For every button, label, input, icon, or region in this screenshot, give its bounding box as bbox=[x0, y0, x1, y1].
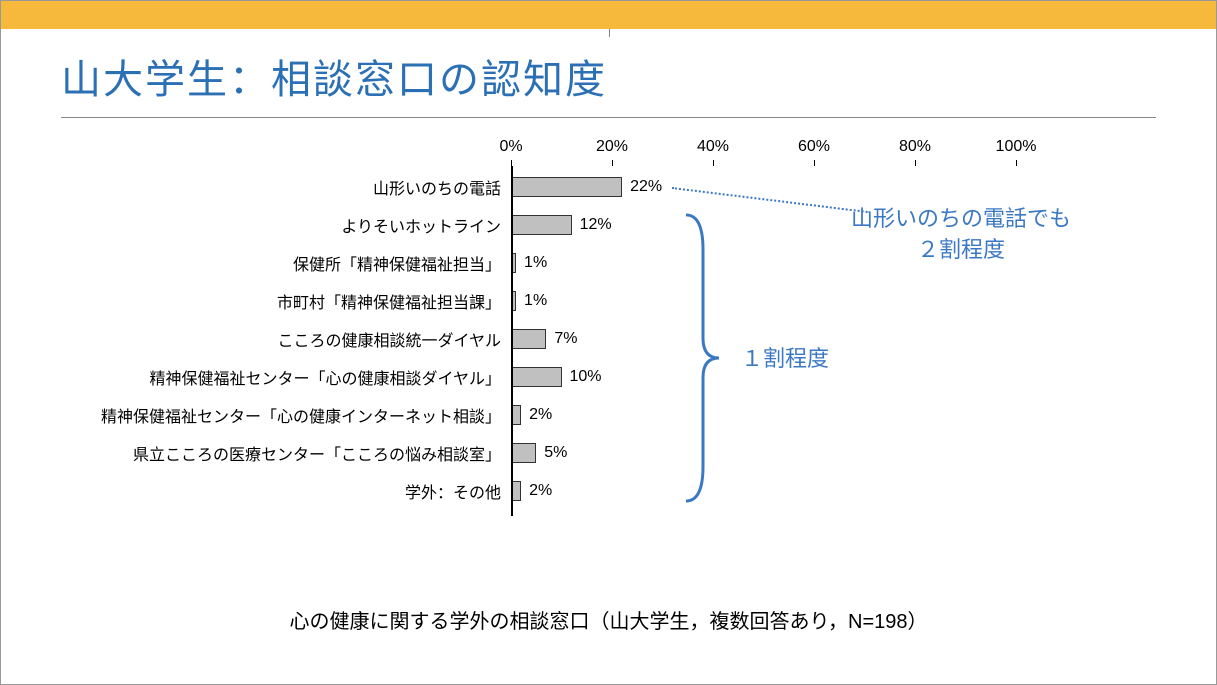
bar-value-label: 22% bbox=[630, 178, 662, 196]
x-tick-mark bbox=[1016, 160, 1017, 166]
top-tick-mark bbox=[609, 29, 610, 37]
x-tick-label: 60% bbox=[798, 138, 830, 156]
header-band bbox=[1, 1, 1216, 29]
x-tick-label: 40% bbox=[697, 138, 729, 156]
bar-row: 保健所「精神保健福祉担当」 1% bbox=[61, 244, 622, 282]
annotation-mid: １割程度 bbox=[741, 344, 829, 375]
bar-category-label: 市町村「精神保健福祉担当課」 bbox=[61, 289, 511, 313]
bar-value-label: 2% bbox=[529, 406, 552, 424]
title-rule bbox=[61, 117, 1156, 118]
bar-rect bbox=[511, 215, 572, 235]
x-tick-label: 20% bbox=[596, 138, 628, 156]
x-tick-mark bbox=[915, 160, 916, 166]
bar-row: こころの健康相談統一ダイヤル7% bbox=[61, 320, 622, 358]
footnote: 心の健康に関する学外の相談窓口（山大学生，複数回答あり，N=198） bbox=[1, 605, 1216, 634]
bar-value-label: 10% bbox=[570, 368, 602, 386]
bar-rect bbox=[511, 443, 536, 463]
x-tick-label: 0% bbox=[499, 138, 522, 156]
bar-track: 7% bbox=[511, 329, 546, 349]
bar-value-label: 2% bbox=[529, 482, 552, 500]
bar-category-label: 精神保健福祉センター「心の健康相談ダイヤル」 bbox=[61, 365, 511, 389]
bar-track: 5% bbox=[511, 443, 536, 463]
bar-value-label: 5% bbox=[544, 444, 567, 462]
x-tick-mark bbox=[713, 160, 714, 166]
bar-rect bbox=[511, 329, 546, 349]
bar-category-label: よりそいホットライン bbox=[61, 213, 511, 237]
page-title: 山大学生：相談窓口の認知度 bbox=[61, 47, 1156, 105]
bar-category-label: 精神保健福祉センター「心の健康インターネット相談」 bbox=[61, 403, 511, 427]
title-wrap: 山大学生：相談窓口の認知度 bbox=[1, 29, 1216, 111]
bar-track: 12% bbox=[511, 215, 572, 235]
bars-container: 山形いのちの電話22%よりそいホットライン12%保健所「精神保健福祉担当」1%市… bbox=[61, 168, 622, 510]
brace-icon bbox=[681, 210, 721, 506]
bar-row: 精神保健福祉センター「心の健康相談ダイヤル」10% bbox=[61, 358, 622, 396]
bar-category-label: 学外：その他 bbox=[61, 479, 511, 503]
bar-category-label: こころの健康相談統一ダイヤル bbox=[61, 327, 511, 351]
bar-row: よりそいホットライン12% bbox=[61, 206, 622, 244]
x-tick-mark bbox=[612, 160, 613, 166]
annotation-top-line1: 山形いのちの電話でも bbox=[851, 204, 1071, 235]
bar-category-label: 保健所「精神保健福祉担当」 bbox=[61, 251, 511, 275]
bar-value-label: 1% bbox=[524, 254, 547, 272]
bar-track: 10% bbox=[511, 367, 562, 387]
bar-row: 精神保健福祉センター「心の健康インターネット相談」 2% bbox=[61, 396, 622, 434]
bar-value-label: 1% bbox=[524, 292, 547, 310]
bar-category-label: 山形いのちの電話 bbox=[61, 175, 511, 199]
bar-category-label: 県立こころの医療センター「こころの悩み相談室」 bbox=[61, 441, 511, 465]
bar-track: 22% bbox=[511, 177, 622, 197]
bar-value-label: 7% bbox=[554, 330, 577, 348]
y-axis-line bbox=[511, 166, 513, 516]
bar-row: 市町村「精神保健福祉担当課」 1% bbox=[61, 282, 622, 320]
bar-rect bbox=[511, 367, 562, 387]
bar-row: 県立こころの医療センター「こころの悩み相談室」5% bbox=[61, 434, 622, 472]
bar-row: 学外：その他 2% bbox=[61, 472, 622, 510]
bar-value-label: 12% bbox=[580, 216, 612, 234]
x-tick-mark bbox=[814, 160, 815, 166]
x-tick-label: 100% bbox=[996, 138, 1037, 156]
bar-rect bbox=[511, 177, 622, 197]
annotation-top: 山形いのちの電話でも ２割程度 bbox=[851, 204, 1071, 266]
bar-row: 山形いのちの電話22% bbox=[61, 168, 622, 206]
annotation-top-line2: ２割程度 bbox=[851, 235, 1071, 266]
x-tick-label: 80% bbox=[899, 138, 931, 156]
chart-area: 0%20%40%60%80%100% 山形いのちの電話22%よりそいホットライン… bbox=[61, 138, 1216, 528]
